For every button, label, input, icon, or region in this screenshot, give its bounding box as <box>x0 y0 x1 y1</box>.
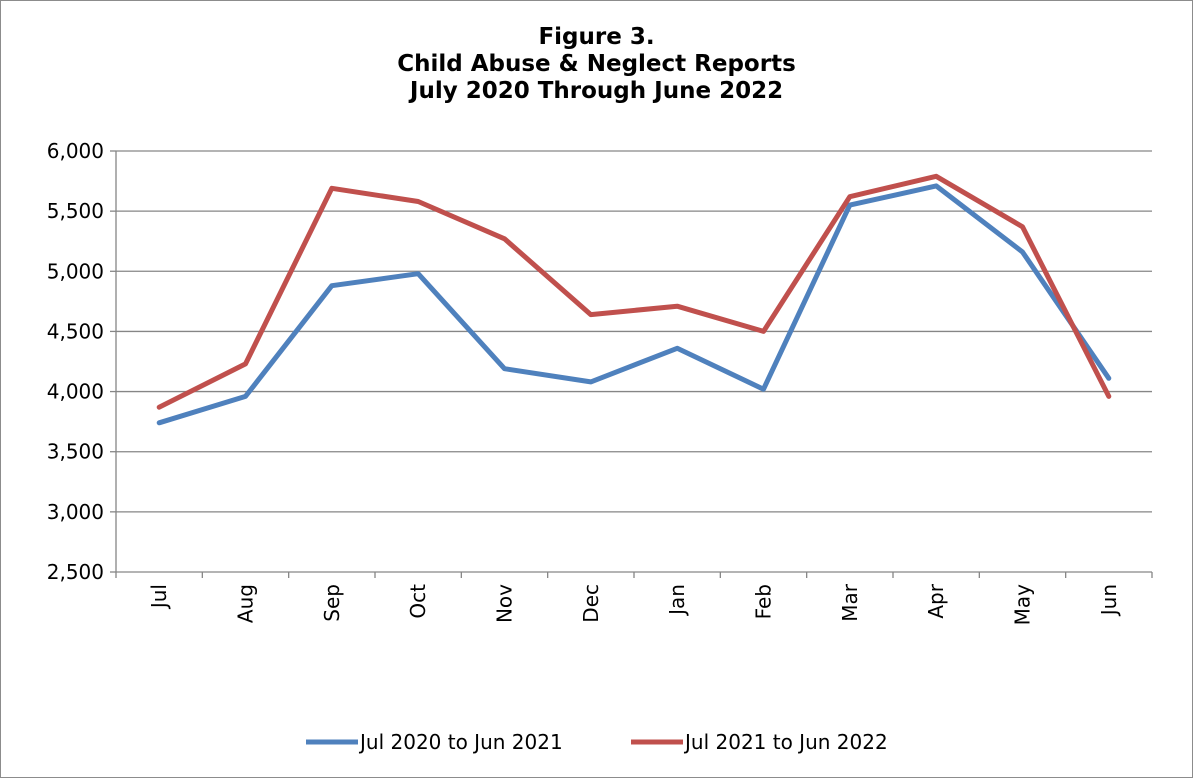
y-tick-label: 3,500 <box>47 440 104 464</box>
y-tick-label: 5,000 <box>47 259 104 283</box>
y-tick-label: 4,000 <box>47 380 104 404</box>
x-tick-label: Nov <box>493 584 517 623</box>
y-tick-label: 2,500 <box>47 560 104 584</box>
x-tick-label: Jul <box>147 584 171 610</box>
x-tick-label: Aug <box>234 584 258 623</box>
series-line-2 <box>156 173 1112 410</box>
chart-title-line-2: Child Abuse & Neglect Reports <box>397 51 796 77</box>
y-tick-label: 4,500 <box>47 319 104 343</box>
chart-title: Figure 3. Child Abuse & Neglect Reports … <box>0 24 1193 105</box>
x-tick-label: Oct <box>406 584 430 619</box>
chart-title-line-3: July 2020 Through June 2022 <box>409 78 784 104</box>
x-tick-label: Mar <box>838 583 862 622</box>
x-tick-label: Sep <box>320 584 344 622</box>
legend-label: Jul 2021 to Jun 2022 <box>683 730 888 754</box>
legend-label: Jul 2020 to Jun 2021 <box>358 730 563 754</box>
x-tick-label: Feb <box>752 584 776 619</box>
y-tick-label: 3,000 <box>47 500 104 524</box>
x-tick-label: Dec <box>579 584 603 623</box>
series-line-1 <box>156 183 1112 426</box>
x-tick-label: Jun <box>1097 584 1121 617</box>
x-tick-label: Apr <box>924 583 948 618</box>
x-tick-label: Jan <box>665 584 689 617</box>
x-tick-label: May <box>1011 584 1035 626</box>
chart-title-line-1: Figure 3. <box>538 24 655 50</box>
y-tick-label: 5,500 <box>47 199 104 223</box>
y-tick-label: 6,000 <box>47 139 104 163</box>
